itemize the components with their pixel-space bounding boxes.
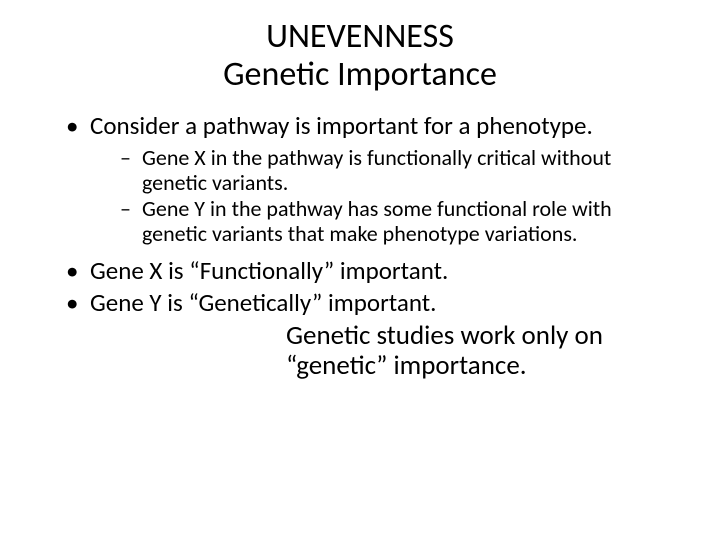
bullet-list: Consider a pathway is important for a ph… bbox=[62, 112, 658, 317]
sub-bullet-2: Gene Y in the pathway has some functiona… bbox=[90, 197, 658, 246]
bullet-1-text: Consider a pathway is important for a ph… bbox=[90, 110, 593, 141]
bullet-3: Gene Y is “Genetically” important. bbox=[62, 289, 658, 317]
bullet-2: Gene X is “Functionally” important. bbox=[62, 257, 658, 285]
slide: UNEVENNESS Genetic Importance Consider a… bbox=[0, 0, 720, 540]
title-line-2: Genetic Importance bbox=[102, 56, 618, 94]
bullet-1: Consider a pathway is important for a ph… bbox=[62, 112, 658, 247]
sub-bullet-list: Gene X in the pathway is functionally cr… bbox=[90, 146, 658, 247]
sub-bullet-1: Gene X in the pathway is functionally cr… bbox=[90, 146, 658, 195]
slide-title: UNEVENNESS Genetic Importance bbox=[62, 18, 658, 94]
closing-statement: Genetic studies work only on “genetic” i… bbox=[62, 321, 658, 381]
title-line-1: UNEVENNESS bbox=[102, 18, 618, 56]
